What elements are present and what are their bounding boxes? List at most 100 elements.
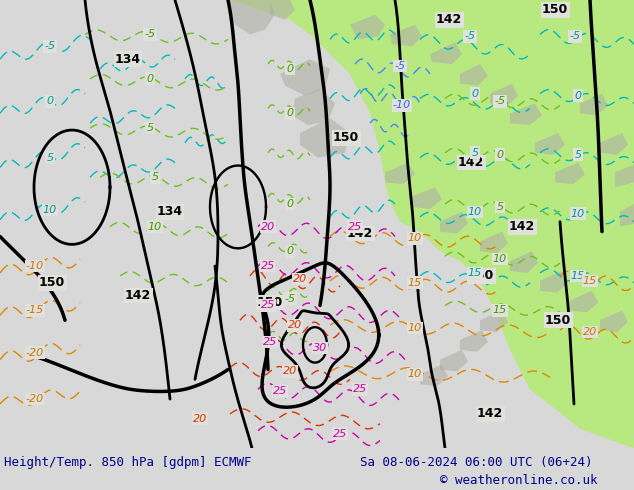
Text: 142: 142: [347, 227, 373, 240]
Text: 25: 25: [261, 300, 275, 311]
Text: 5: 5: [152, 172, 158, 182]
Polygon shape: [570, 291, 598, 312]
Text: 150: 150: [257, 296, 283, 309]
Text: 25: 25: [273, 386, 287, 396]
Polygon shape: [510, 103, 542, 125]
Text: 5: 5: [574, 150, 581, 160]
Text: 134: 134: [157, 205, 183, 219]
Text: 142: 142: [477, 407, 503, 420]
Text: 25: 25: [263, 337, 277, 347]
Text: 142: 142: [509, 220, 535, 233]
Text: 0: 0: [287, 108, 294, 118]
Text: 10: 10: [493, 254, 507, 264]
Text: 25: 25: [353, 384, 367, 394]
Text: 15: 15: [468, 268, 482, 278]
Text: 142: 142: [125, 289, 151, 302]
Text: 0: 0: [472, 89, 479, 98]
Text: 10: 10: [43, 205, 57, 215]
Text: -10: -10: [393, 100, 411, 110]
Text: 5: 5: [496, 202, 503, 212]
Text: Sa 08-06-2024 06:00 UTC (06+24): Sa 08-06-2024 06:00 UTC (06+24): [360, 456, 593, 469]
Polygon shape: [615, 165, 634, 187]
Text: 0: 0: [46, 97, 53, 106]
Text: 15: 15: [571, 271, 585, 281]
Text: 150: 150: [545, 314, 571, 327]
Text: 5: 5: [146, 123, 153, 133]
Text: -5: -5: [394, 61, 406, 71]
Text: 0: 0: [287, 64, 294, 74]
Text: 20: 20: [293, 274, 307, 284]
Polygon shape: [460, 64, 488, 86]
Text: 20: 20: [583, 327, 597, 337]
Polygon shape: [310, 0, 420, 44]
Text: -5: -5: [495, 97, 505, 106]
Text: 20: 20: [193, 414, 207, 424]
Text: 150: 150: [333, 131, 359, 145]
Polygon shape: [620, 204, 634, 227]
Text: 134: 134: [115, 52, 141, 66]
Text: 25: 25: [333, 429, 347, 439]
Text: 142: 142: [458, 156, 484, 169]
Text: 0: 0: [574, 91, 581, 100]
Polygon shape: [350, 15, 385, 39]
Polygon shape: [510, 251, 538, 273]
Text: 142: 142: [436, 13, 462, 26]
Text: 150: 150: [542, 3, 568, 16]
Polygon shape: [430, 42, 462, 64]
Polygon shape: [540, 271, 568, 293]
Text: 30: 30: [313, 343, 327, 353]
Polygon shape: [270, 0, 295, 20]
Text: 5: 5: [46, 153, 53, 163]
Text: 25: 25: [348, 221, 362, 232]
Text: 150: 150: [39, 276, 65, 289]
Text: 20: 20: [288, 320, 302, 330]
Text: 0: 0: [146, 74, 153, 84]
Polygon shape: [555, 163, 585, 184]
Polygon shape: [292, 89, 335, 125]
Text: Height/Temp. 850 hPa [gdpm] ECMWF: Height/Temp. 850 hPa [gdpm] ECMWF: [4, 456, 252, 469]
Text: 10: 10: [571, 209, 585, 219]
Text: 10: 10: [408, 323, 422, 333]
Polygon shape: [420, 365, 448, 386]
Polygon shape: [480, 232, 508, 253]
Polygon shape: [535, 133, 565, 155]
Text: -5: -5: [145, 29, 155, 40]
Text: -20: -20: [26, 394, 44, 404]
Polygon shape: [230, 0, 634, 448]
Text: 150: 150: [468, 270, 494, 282]
Text: -5: -5: [569, 31, 581, 42]
Text: 10: 10: [148, 221, 162, 232]
Polygon shape: [480, 310, 508, 332]
Text: 15: 15: [493, 305, 507, 316]
Text: 25: 25: [261, 261, 275, 271]
Text: 10: 10: [468, 207, 482, 217]
Text: 15: 15: [583, 276, 597, 286]
Polygon shape: [410, 187, 442, 209]
Polygon shape: [490, 84, 518, 105]
Text: -10: -10: [26, 261, 44, 271]
Text: 0: 0: [287, 199, 294, 209]
Text: 0: 0: [496, 150, 503, 160]
Polygon shape: [580, 94, 608, 115]
Text: 10: 10: [408, 233, 422, 244]
Polygon shape: [300, 118, 350, 158]
Text: -20: -20: [26, 348, 44, 358]
Polygon shape: [600, 133, 628, 155]
Text: 10: 10: [408, 369, 422, 379]
Text: 20: 20: [261, 221, 275, 232]
Polygon shape: [230, 0, 275, 34]
Text: © weatheronline.co.uk: © weatheronline.co.uk: [440, 473, 597, 487]
Polygon shape: [600, 310, 628, 332]
Polygon shape: [440, 350, 468, 371]
Polygon shape: [460, 330, 488, 352]
Text: 20: 20: [283, 367, 297, 376]
Polygon shape: [385, 163, 415, 184]
Text: -5: -5: [44, 41, 56, 51]
Text: 0: 0: [287, 246, 294, 256]
Polygon shape: [440, 212, 468, 234]
Polygon shape: [390, 24, 422, 47]
Polygon shape: [280, 59, 330, 96]
Text: 15: 15: [408, 278, 422, 288]
Text: 5: 5: [472, 147, 479, 158]
Text: -5: -5: [285, 294, 295, 304]
